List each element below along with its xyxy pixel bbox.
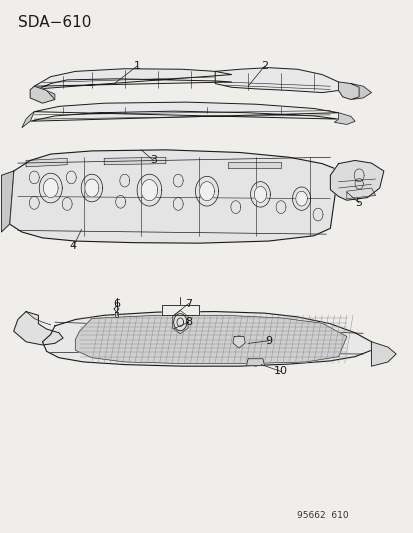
Polygon shape — [227, 161, 280, 168]
Text: 5: 5 — [355, 198, 362, 208]
Polygon shape — [338, 82, 358, 100]
Text: 1: 1 — [133, 61, 140, 71]
Text: 10: 10 — [273, 367, 287, 376]
Polygon shape — [115, 312, 117, 317]
Polygon shape — [346, 188, 375, 199]
Polygon shape — [199, 182, 214, 201]
Polygon shape — [233, 336, 244, 348]
Text: 9: 9 — [264, 336, 272, 346]
Polygon shape — [295, 191, 306, 206]
Text: 95662  610: 95662 610 — [297, 511, 348, 520]
Polygon shape — [34, 86, 55, 100]
Polygon shape — [85, 179, 99, 197]
Polygon shape — [1, 171, 14, 232]
Polygon shape — [246, 359, 264, 366]
Polygon shape — [141, 180, 157, 201]
Polygon shape — [254, 187, 266, 203]
Polygon shape — [26, 158, 67, 167]
Polygon shape — [114, 306, 119, 312]
Text: 3: 3 — [150, 156, 157, 165]
Polygon shape — [370, 342, 395, 366]
Text: 2: 2 — [260, 61, 268, 71]
Polygon shape — [30, 102, 338, 121]
Polygon shape — [173, 314, 186, 330]
Text: SDA−610: SDA−610 — [18, 14, 91, 30]
Polygon shape — [235, 335, 242, 346]
Polygon shape — [350, 84, 370, 100]
Text: 4: 4 — [70, 241, 77, 252]
Text: 8: 8 — [185, 317, 192, 327]
Polygon shape — [334, 113, 354, 124]
Polygon shape — [34, 69, 231, 89]
Text: 6: 6 — [113, 298, 120, 309]
Polygon shape — [215, 68, 338, 93]
Text: 7: 7 — [185, 298, 192, 309]
Polygon shape — [104, 157, 166, 165]
Polygon shape — [43, 179, 58, 198]
Polygon shape — [9, 150, 338, 243]
Polygon shape — [14, 312, 63, 345]
Polygon shape — [43, 312, 370, 366]
Polygon shape — [330, 160, 383, 200]
Polygon shape — [75, 316, 346, 364]
Polygon shape — [161, 305, 198, 316]
Polygon shape — [22, 112, 34, 127]
Polygon shape — [30, 86, 55, 103]
